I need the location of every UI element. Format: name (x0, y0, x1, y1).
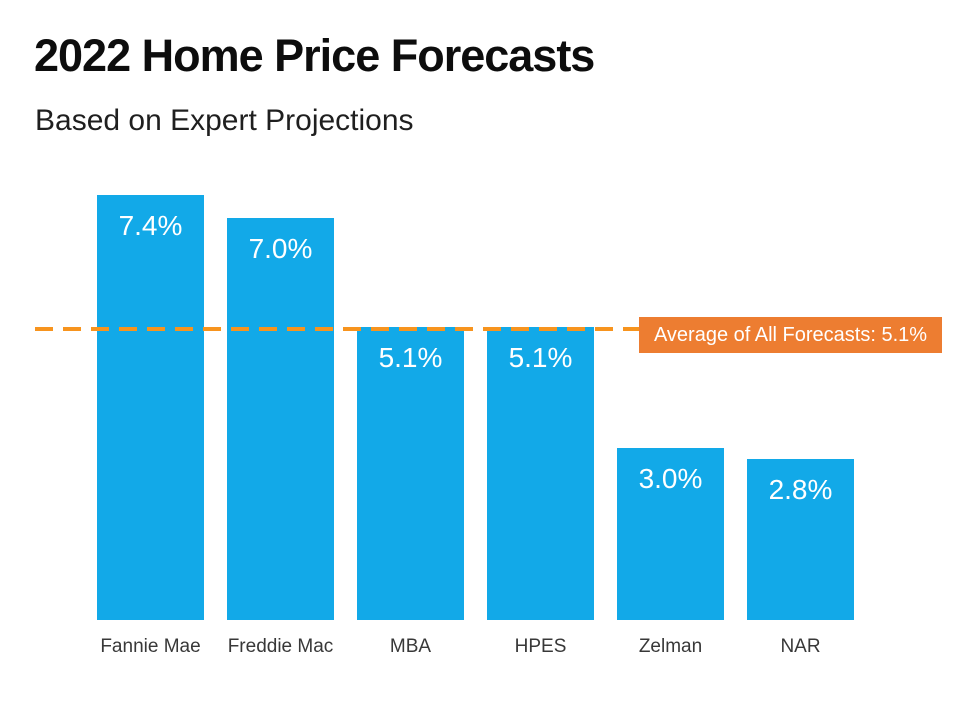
bar-hpes: 5.1% (487, 327, 594, 620)
bar-category-label: Fannie Mae (100, 636, 201, 657)
bar-category-label: Freddie Mac (227, 636, 334, 657)
bar-nar: 2.8% (747, 459, 854, 620)
bar-zelman: 3.0% (617, 448, 724, 620)
bar-mba: 5.1% (357, 327, 464, 620)
page-subtitle: Based on Expert Projections (35, 104, 414, 137)
bar-category-label: HPES (514, 636, 567, 657)
average-label-text: Average of All Forecasts: 5.1% (653, 324, 928, 346)
bar-value-label: 5.1% (378, 342, 443, 373)
bar-value-label: 3.0% (638, 463, 703, 494)
bar-fannie-mae: 7.4% (97, 195, 204, 620)
bar-category-label: NAR (780, 636, 821, 657)
bar-category-label: MBA (389, 636, 432, 657)
bar-category-label: Zelman (638, 636, 703, 657)
bar-freddie-mac: 7.0% (227, 218, 334, 620)
average-label-badge: Average of All Forecasts: 5.1% (639, 317, 942, 353)
bar-value-label: 2.8% (768, 474, 833, 505)
bar-value-label: 7.4% (118, 210, 183, 241)
bar-value-label: 7.0% (248, 233, 313, 264)
page-title: 2022 Home Price Forecasts (34, 30, 595, 81)
bar-value-label: 5.1% (508, 342, 573, 373)
average-dashed-line (35, 327, 639, 331)
